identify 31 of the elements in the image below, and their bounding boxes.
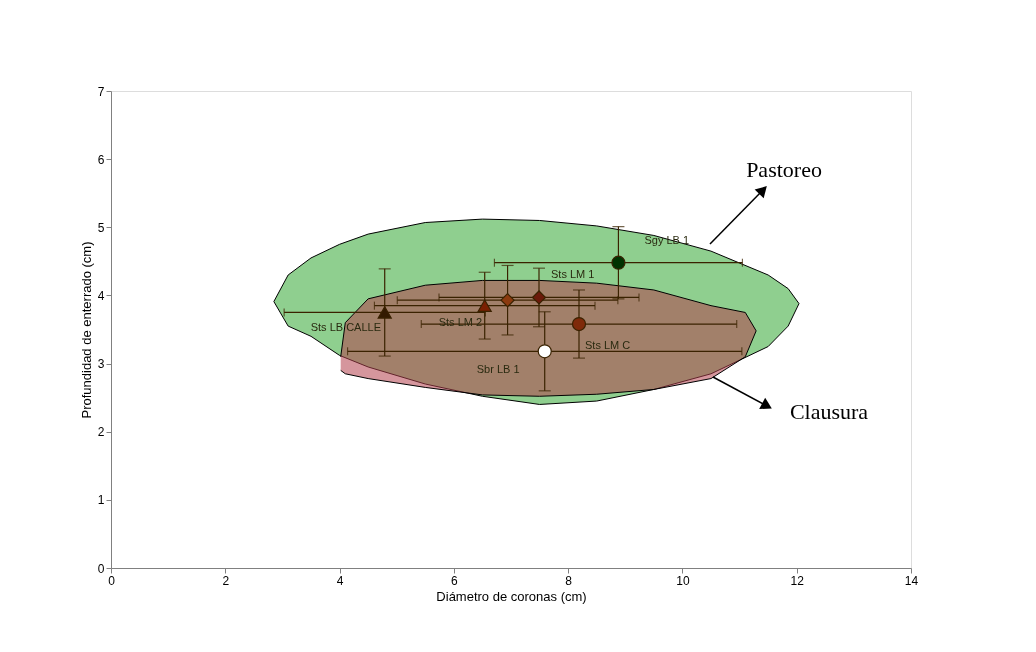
series-label: Sts LM C [585,339,631,352]
x-tick-label: 14 [904,573,919,588]
y-tick-label: 6 [97,152,105,167]
x-tick-label: 8 [565,573,573,588]
series-label: Sbr LB 1 [476,363,520,376]
x-tick-label: 0 [108,573,116,588]
y-axis-title: Profundidad de enterrado (cm) [78,241,94,419]
point [377,306,392,319]
y-tick-label: 0 [97,561,105,576]
y-tick-label: 1 [97,493,105,508]
y-tick-label: 5 [97,220,105,235]
point [571,316,587,332]
x-tick-label: 12 [790,573,805,588]
point [477,299,492,312]
y-tick-label: 4 [97,288,105,303]
point [611,255,626,270]
y-tick-label: 7 [97,84,105,99]
y-tick-label: 2 [97,425,105,440]
x-tick-label: 6 [451,573,459,588]
y-tick-label: 3 [97,357,105,372]
x-tick-label: 4 [336,573,344,588]
point [531,290,547,305]
series-label: Sts LB CALLE [310,321,382,334]
x-axis-title: Diámetro de coronas (cm) [436,588,587,604]
series-label: Sts LM 1 [551,268,595,281]
x-tick-label: 10 [676,573,690,588]
annotation: Clausura [789,399,869,424]
annotation: Pastoreo [746,157,822,182]
point [500,293,515,308]
point [537,344,552,359]
x-tick-label: 2 [222,573,230,588]
